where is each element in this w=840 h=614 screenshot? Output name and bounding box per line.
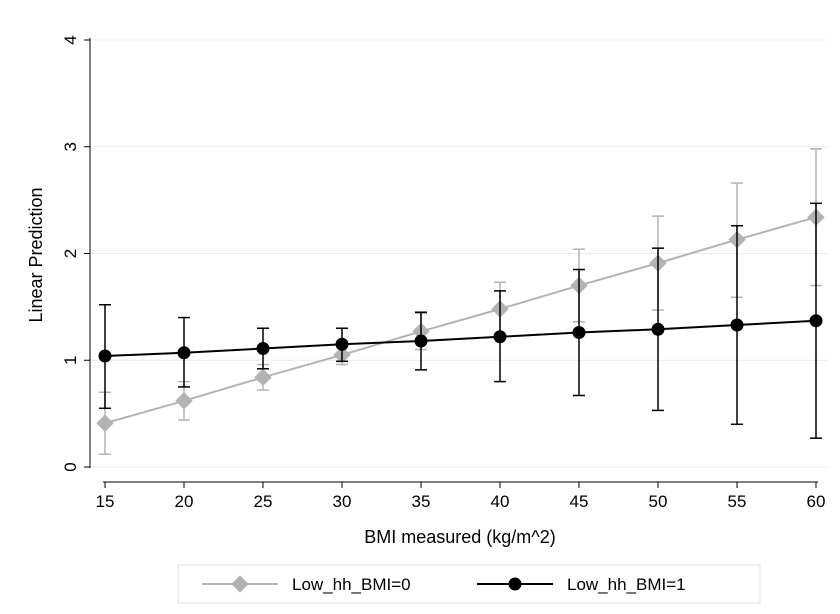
data-point-0-1 [175, 392, 193, 410]
x-tick-label-9: 60 [807, 492, 826, 511]
x-tick-label-4: 35 [412, 492, 431, 511]
x-ticks: 15 20 25 30 35 40 45 50 55 60 [96, 482, 826, 511]
series-line-1 [104, 319, 817, 357]
data-point-1-0 [98, 349, 112, 363]
legend-label-1: Low_hh_BMI=1 [567, 575, 686, 594]
x-tick-label-1: 20 [175, 492, 194, 511]
x-axis-label: BMI measured (kg/m^2) [364, 527, 556, 547]
y-ticks: 0 1 2 3 4 [61, 35, 90, 472]
x-tick-label-7: 50 [649, 492, 668, 511]
data-point-1-6 [572, 325, 586, 339]
series-layer [96, 148, 825, 455]
x-tick-label-8: 55 [728, 492, 747, 511]
legend-label-0: Low_hh_BMI=0 [292, 575, 411, 594]
grid [90, 39, 828, 468]
y-tick-label-3: 3 [61, 142, 80, 151]
x-tick-label-3: 30 [333, 492, 352, 511]
data-point-1-9 [809, 314, 823, 328]
legend: Low_hh_BMI=0 Low_hh_BMI=1 [177, 564, 761, 604]
legend-marker-1 [508, 577, 522, 591]
data-point-0-0 [96, 414, 114, 432]
data-point-1-4 [414, 334, 428, 348]
y-tick-label-2: 2 [61, 249, 80, 258]
data-point-1-3 [335, 337, 349, 351]
data-point-0-2 [254, 368, 272, 387]
data-point-1-1 [177, 346, 191, 360]
y-tick-label-1: 1 [61, 356, 80, 365]
data-point-1-8 [730, 318, 744, 332]
y-tick-label-4: 4 [61, 35, 80, 44]
x-tick-label-5: 40 [491, 492, 510, 511]
series-line-0 [104, 216, 817, 425]
series-1 [98, 202, 823, 439]
data-point-1-2 [256, 342, 270, 356]
y-axis-label: Linear Prediction [26, 187, 46, 322]
data-point-1-5 [493, 330, 507, 344]
x-tick-label-0: 15 [96, 492, 115, 511]
data-point-1-7 [651, 322, 665, 336]
y-tick-label-0: 0 [61, 462, 80, 471]
legend-marker-0 [231, 575, 249, 593]
x-tick-label-2: 25 [254, 492, 273, 511]
x-tick-label-6: 45 [570, 492, 589, 511]
